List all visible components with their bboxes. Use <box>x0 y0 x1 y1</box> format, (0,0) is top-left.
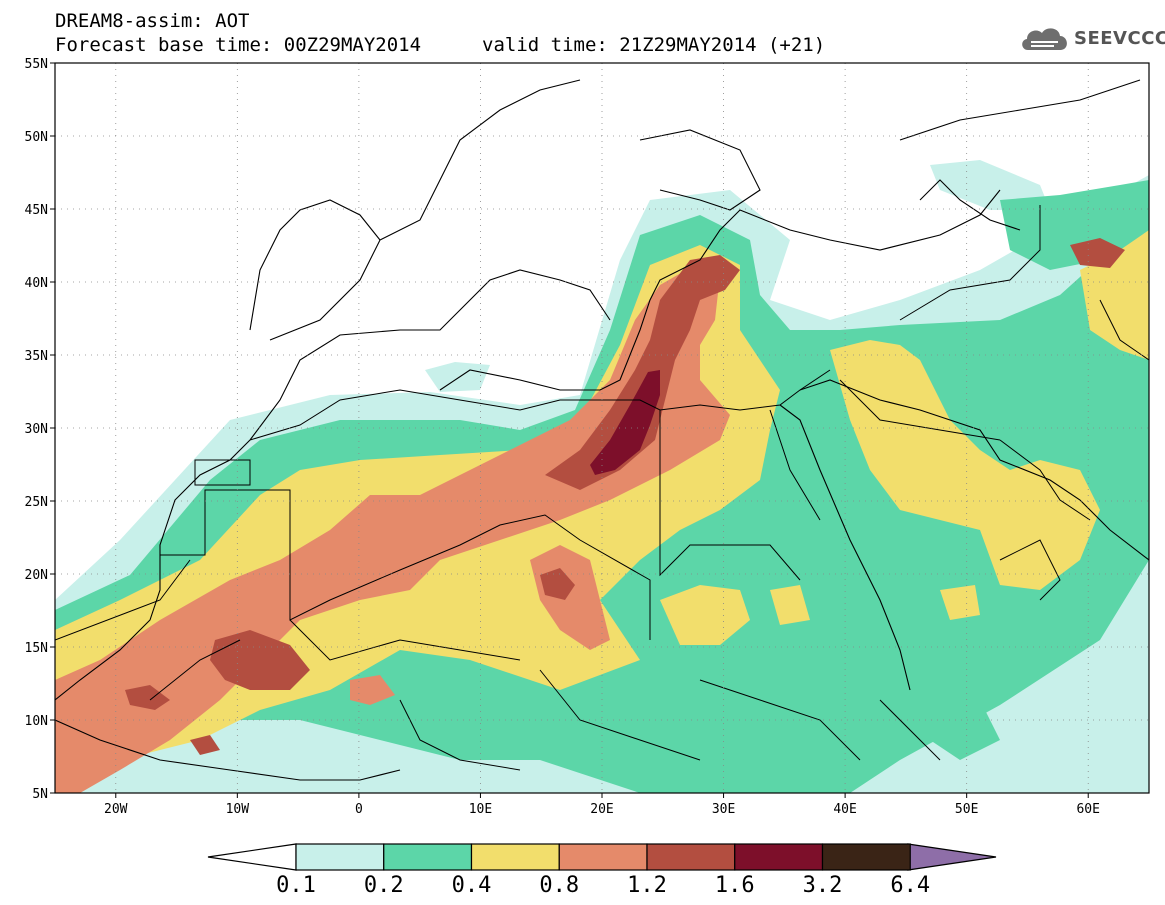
colorbar-labels: 0.1 0.2 0.4 0.8 1.2 1.6 3.2 6.4 <box>276 873 930 898</box>
lat-tick-label: 5N <box>32 787 48 802</box>
colorbar: 0.1 0.2 0.4 0.8 1.2 1.6 3.2 6.4 <box>207 843 997 898</box>
lat-tick-label: 50N <box>25 130 48 145</box>
lon-tick-label: 10E <box>469 802 492 817</box>
lat-tick-label: 20N <box>25 568 48 583</box>
lat-tick-label: 15N <box>25 641 48 656</box>
lon-axis: 20W 10W 0 10E 20E 30E 40E 50E 60E <box>104 793 1100 817</box>
colorbar-high-extension <box>907 843 997 871</box>
map-title: DREAM8-assim: AOT <box>55 10 250 32</box>
colorbar-label: 3.2 <box>803 873 843 898</box>
lat-tick-label: 40N <box>25 276 48 291</box>
lat-tick-label: 10N <box>25 714 48 729</box>
forecast-base-time: Forecast base time: 00Z29MAY2014 <box>55 34 422 56</box>
colorbar-box <box>734 843 824 871</box>
cloud-logo-icon <box>1022 28 1067 50</box>
aot-level-1.6 <box>590 370 660 475</box>
lat-axis: 5N 10N 15N 20N 25N 30N 35N 40N 45N 50N 55N <box>25 57 55 802</box>
lon-tick-label: 40E <box>833 802 856 817</box>
lat-tick-label: 45N <box>25 203 48 218</box>
lon-tick-label: 50E <box>955 802 978 817</box>
colorbar-box <box>383 843 473 871</box>
lon-tick-label: 30E <box>712 802 735 817</box>
valid-time: valid time: 21Z29MAY2014 (+21) <box>482 34 826 56</box>
colorbar-label: 0.2 <box>364 873 404 898</box>
colorbar-box <box>821 843 911 871</box>
colorbar-box <box>470 843 560 871</box>
brand-name: SEEVCCC <box>1074 28 1165 49</box>
lon-tick-label: 20E <box>590 802 613 817</box>
colorbar-box <box>558 843 648 871</box>
colorbar-low-extension <box>207 843 297 871</box>
colorbar-label: 0.1 <box>276 873 316 898</box>
lat-tick-label: 55N <box>25 57 48 72</box>
colorbar-box <box>295 843 385 871</box>
lon-tick-label: 20W <box>104 802 128 817</box>
lat-tick-label: 25N <box>25 495 48 510</box>
colorbar-label: 0.8 <box>539 873 579 898</box>
brand-logo: SEEVCCC <box>1018 22 1165 56</box>
colorbar-label: 0.4 <box>452 873 492 898</box>
colorbar-label: 1.6 <box>715 873 755 898</box>
lon-tick-label: 0 <box>355 802 363 817</box>
graticule <box>55 63 1149 793</box>
colorbar-label: 1.2 <box>627 873 667 898</box>
aot-level-1.2 <box>125 238 1125 755</box>
colorbar-boxes <box>295 843 911 871</box>
lat-tick-label: 35N <box>25 349 48 364</box>
colorbar-box <box>646 843 736 871</box>
lat-tick-label: 30N <box>25 422 48 437</box>
colorbar-label: 6.4 <box>890 873 930 898</box>
lon-tick-label: 10W <box>226 802 250 817</box>
lon-tick-label: 60E <box>1076 802 1099 817</box>
